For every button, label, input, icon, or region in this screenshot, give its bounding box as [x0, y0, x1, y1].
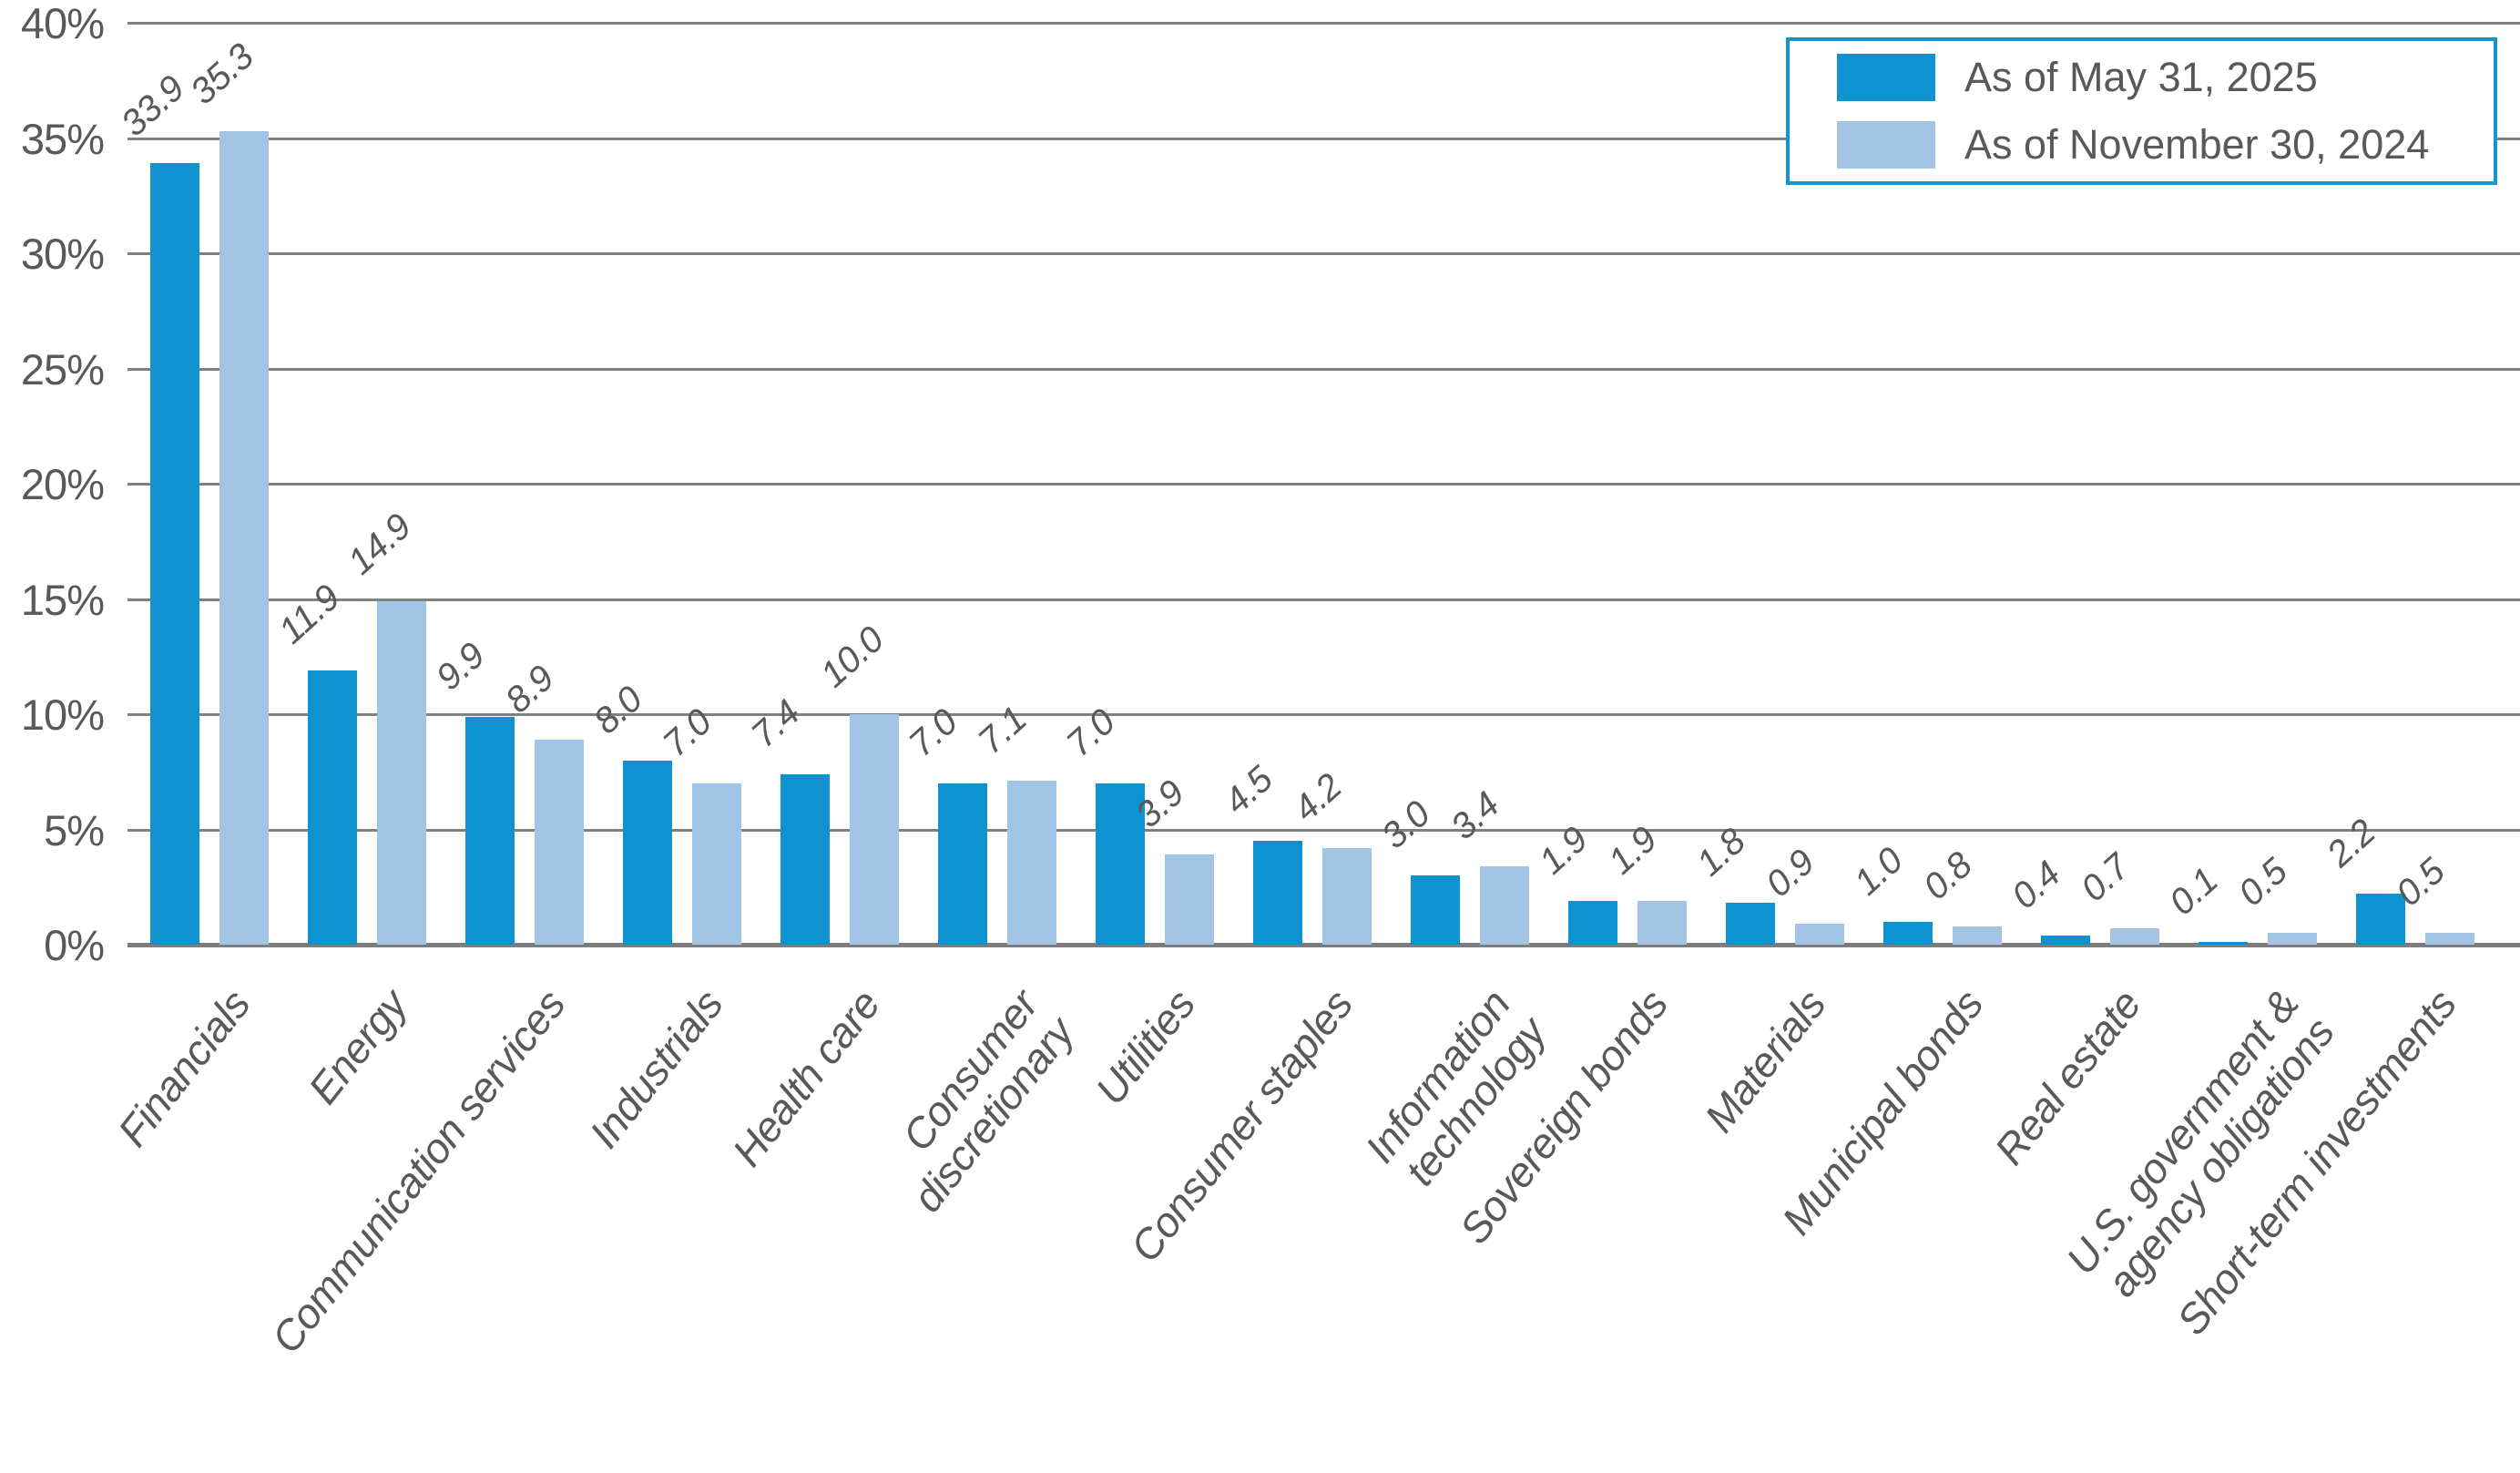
- value-label: 7.4: [743, 692, 808, 756]
- value-label: 8.0: [586, 678, 650, 742]
- gridline-5pct: [128, 828, 2520, 832]
- bar-nov2024: [2110, 928, 2159, 945]
- value-label: 14.9: [340, 506, 419, 583]
- bar-nov2024: [219, 130, 269, 945]
- value-label: 3.4: [1443, 784, 1507, 848]
- value-label: 0.8: [1915, 844, 1980, 908]
- bar-nov2024: [850, 714, 899, 945]
- bar-may2025: [2041, 935, 2090, 945]
- bar-nov2024: [692, 783, 741, 945]
- bar-may2025: [1726, 903, 1775, 945]
- value-label: 7.0: [901, 701, 965, 765]
- value-label: 7.0: [655, 701, 719, 765]
- legend-label: As of May 31, 2025: [1964, 54, 2318, 100]
- bar-nov2024: [1165, 854, 1214, 945]
- bar-nov2024: [1795, 924, 1844, 945]
- bar-may2025: [308, 670, 357, 945]
- bar-may2025: [1411, 875, 1460, 945]
- gridline-40pct: [128, 22, 2520, 25]
- value-label: 0.4: [2004, 854, 2068, 917]
- legend-swatch-dark-blue: [1837, 54, 1935, 101]
- value-label: 33.9: [113, 68, 192, 145]
- x-axis-line: [128, 943, 2520, 947]
- value-label: 0.5: [2230, 851, 2295, 915]
- value-label: 1.0: [1846, 840, 1911, 903]
- y-tick-label: 10%: [20, 690, 105, 739]
- y-tick-label: 25%: [20, 344, 105, 394]
- value-label: 8.9: [497, 658, 562, 721]
- category-label: Consumer discretionary: [893, 980, 1083, 1221]
- bar-may2025: [465, 716, 515, 945]
- y-tick-label: 0%: [44, 921, 105, 969]
- category-label: Utilities: [1086, 980, 1205, 1114]
- bar-nov2024: [1007, 781, 1056, 945]
- gridline-25pct: [128, 367, 2520, 371]
- bar-may2025: [780, 773, 830, 945]
- y-tick-label: 15%: [20, 575, 105, 624]
- bar-may2025: [623, 760, 672, 945]
- bar-may2025: [2356, 894, 2405, 945]
- gridline-10pct: [128, 713, 2520, 716]
- gridline-35pct: [128, 137, 2520, 140]
- category-label: Materials: [1695, 980, 1835, 1141]
- y-tick-label: 40%: [20, 0, 105, 47]
- y-tick-label: 35%: [20, 114, 105, 163]
- value-label: 4.2: [1285, 766, 1350, 830]
- value-label: 11.9: [270, 577, 348, 652]
- category-label: Health care: [722, 980, 890, 1175]
- value-label: 0.1: [2161, 860, 2226, 924]
- bar-may2025: [1883, 921, 1933, 945]
- bar-may2025: [1253, 841, 1302, 945]
- y-tick-label: 30%: [20, 230, 105, 278]
- bar-nov2024: [2425, 933, 2474, 945]
- y-tick-label: 5%: [44, 805, 105, 854]
- bar-nov2024: [1637, 900, 1687, 945]
- legend-item-may-2025: As of May 31, 2025: [1837, 54, 2494, 101]
- gridline-30pct: [128, 252, 2520, 255]
- legend-label: As of November 30, 2024: [1964, 121, 2430, 168]
- value-label: 35.3: [182, 36, 261, 113]
- bar-nov2024: [1322, 847, 1372, 945]
- bar-may2025: [1096, 783, 1145, 945]
- bar-may2025: [2199, 942, 2248, 945]
- category-label: Communication services: [261, 980, 575, 1362]
- gridline-20pct: [128, 483, 2520, 486]
- category-label: Financials: [108, 980, 260, 1156]
- bar-nov2024: [2268, 933, 2317, 945]
- gridline-15pct: [128, 598, 2520, 601]
- category-label: Industrials: [579, 980, 732, 1157]
- bar-may2025: [150, 163, 199, 945]
- bar-nov2024: [377, 601, 426, 945]
- y-tick-label: 20%: [20, 460, 105, 508]
- bar-nov2024: [1480, 865, 1529, 945]
- bar-may2025: [938, 783, 987, 945]
- category-label: Energy: [299, 980, 417, 1113]
- value-label: 3.0: [1373, 793, 1438, 857]
- legend-item-november-2024: As of November 30, 2024: [1837, 121, 2494, 169]
- value-label: 0.9: [1758, 842, 1822, 905]
- bar-nov2024: [1953, 926, 2002, 945]
- value-label: 7.0: [1058, 701, 1123, 765]
- legend-swatch-light-blue: [1837, 121, 1935, 169]
- chart-legend: As of May 31, 2025 As of November 30, 20…: [1786, 37, 2497, 185]
- category-label: Real estate: [1984, 980, 2150, 1173]
- bar-nov2024: [535, 739, 584, 945]
- value-label: 2.2: [2319, 812, 2383, 875]
- value-label: 4.5: [1216, 759, 1280, 823]
- value-label: 7.1: [970, 699, 1035, 762]
- value-label: 9.9: [428, 634, 493, 698]
- bar-may2025: [1568, 900, 1617, 945]
- value-label: 0.7: [2073, 846, 2137, 910]
- value-label: 10.0: [812, 619, 892, 696]
